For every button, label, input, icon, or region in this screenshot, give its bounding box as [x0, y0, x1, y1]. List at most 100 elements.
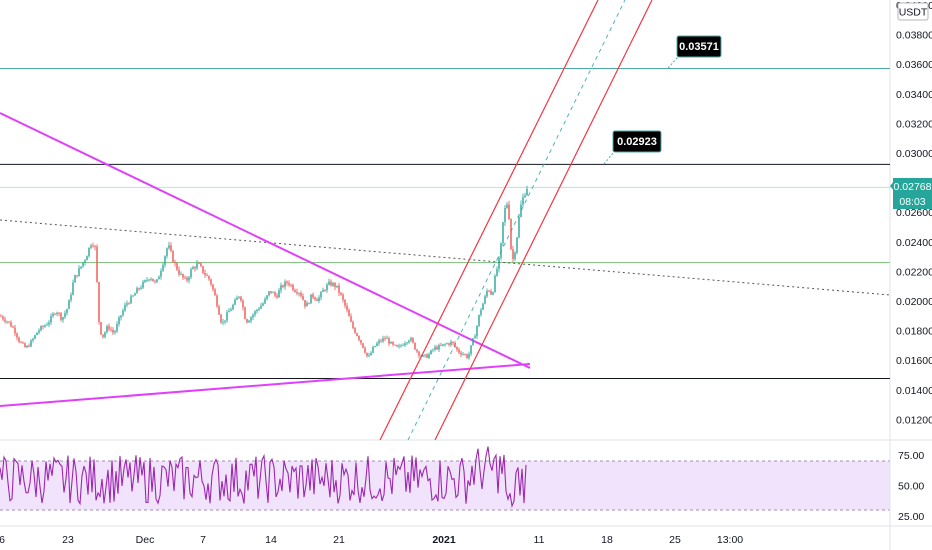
candle-body — [474, 336, 476, 339]
rsi-axis[interactable]: 75.00 50.00 25.00 — [898, 450, 924, 523]
candle-body — [406, 342, 408, 344]
candle-body — [476, 325, 478, 337]
candle-body — [498, 257, 500, 269]
candle-body — [454, 343, 456, 347]
price-tick-label: 0.03600 — [896, 59, 932, 71]
countdown-box — [893, 194, 932, 209]
channel-lower-line[interactable] — [434, 0, 653, 441]
candle-body — [320, 291, 322, 298]
candle-body — [422, 355, 424, 357]
candle-body — [322, 289, 324, 292]
candle-body — [102, 334, 104, 337]
candle-body — [444, 344, 446, 345]
candle-body — [314, 297, 316, 300]
time-tick-label: 21 — [333, 534, 345, 546]
candle-body — [190, 269, 192, 278]
candle-body — [380, 340, 382, 342]
time-tick-label: 11 — [534, 534, 545, 546]
price-axis[interactable]: 0.040000.038000.036000.034000.032000.030… — [896, 0, 932, 426]
channel-middle-line[interactable] — [407, 0, 626, 441]
candle-body — [432, 349, 434, 351]
candle-body — [184, 277, 186, 279]
candle-body — [420, 355, 422, 357]
candle-body — [354, 328, 356, 334]
candle-body — [74, 275, 76, 283]
candle-body — [20, 341, 22, 343]
candle-body — [460, 352, 462, 355]
candle-body — [192, 267, 194, 270]
candle-body — [350, 316, 352, 322]
candle-body — [424, 354, 426, 356]
candle-body — [500, 242, 502, 258]
callout-resistance-pointer — [603, 151, 615, 165]
candle-body — [510, 219, 512, 250]
candle-body — [506, 204, 508, 208]
price-tick-label: 0.01600 — [896, 355, 932, 367]
descending-trendline[interactable] — [0, 112, 531, 369]
candle-body — [28, 345, 30, 347]
candle-body — [206, 275, 208, 276]
candle-body — [200, 263, 202, 267]
time-axis[interactable]: 6 23 Dec 7 14 21 2021 11 18 25 13:00 — [0, 534, 743, 546]
channel-upper-line[interactable] — [379, 0, 599, 441]
currency-badge[interactable]: USDT — [897, 2, 929, 21]
candle-body — [524, 195, 526, 198]
candle-body — [196, 263, 198, 269]
candle-body — [382, 338, 384, 342]
candle-body — [452, 341, 454, 344]
time-tick-label: 2021 — [432, 534, 456, 546]
candle-body — [16, 333, 18, 338]
candle-body — [110, 329, 112, 331]
ascending-trendline[interactable] — [0, 363, 531, 407]
candle-body — [276, 295, 278, 298]
candle-body — [240, 296, 242, 301]
candle-body — [514, 252, 516, 260]
candle-body — [116, 324, 118, 332]
candle-body — [362, 343, 364, 348]
candle-body — [332, 283, 334, 286]
candle-body — [392, 341, 394, 345]
candle-body — [482, 303, 484, 310]
candle-body — [48, 322, 50, 325]
candle-body — [248, 320, 250, 323]
candle-body — [360, 340, 362, 344]
candle-body — [122, 310, 124, 316]
candle-body — [302, 296, 304, 301]
candle-body — [222, 321, 224, 323]
candle-body — [288, 282, 290, 285]
candle-body — [292, 284, 294, 291]
candle-body — [526, 188, 528, 196]
callout-resistance[interactable]: 0.02923 — [603, 130, 662, 165]
candle-body — [168, 245, 170, 249]
candle-body — [286, 281, 288, 283]
candle-body — [54, 313, 56, 315]
candle-body — [468, 354, 470, 358]
dotted-trendline[interactable] — [0, 219, 891, 296]
last-price-tag-box — [893, 178, 932, 194]
candle-body — [516, 237, 518, 253]
callout-target[interactable]: 0.03571 — [667, 35, 722, 69]
candle-body — [210, 279, 212, 285]
candle-body — [446, 343, 448, 345]
candle-body — [236, 297, 238, 300]
rsi-tick-label: 75.00 — [898, 450, 924, 462]
candle-body — [246, 319, 248, 323]
candle-body — [384, 338, 386, 340]
candle-body — [386, 338, 388, 340]
candle-body — [146, 280, 148, 281]
candle-body — [72, 282, 74, 295]
time-tick-label: 18 — [601, 534, 613, 546]
last-price-tag: 0.02768 08:03 — [890, 178, 932, 209]
candle-body — [478, 314, 480, 326]
candle-body — [158, 276, 160, 280]
candle-body — [100, 322, 102, 335]
candle-body — [154, 281, 156, 283]
candle-body — [462, 354, 464, 356]
callout-target-pointer — [667, 56, 679, 69]
candle-body — [40, 326, 42, 331]
candle-body — [262, 303, 264, 306]
candle-body — [134, 293, 136, 296]
candle-body — [220, 314, 222, 323]
candle-body — [24, 343, 26, 348]
